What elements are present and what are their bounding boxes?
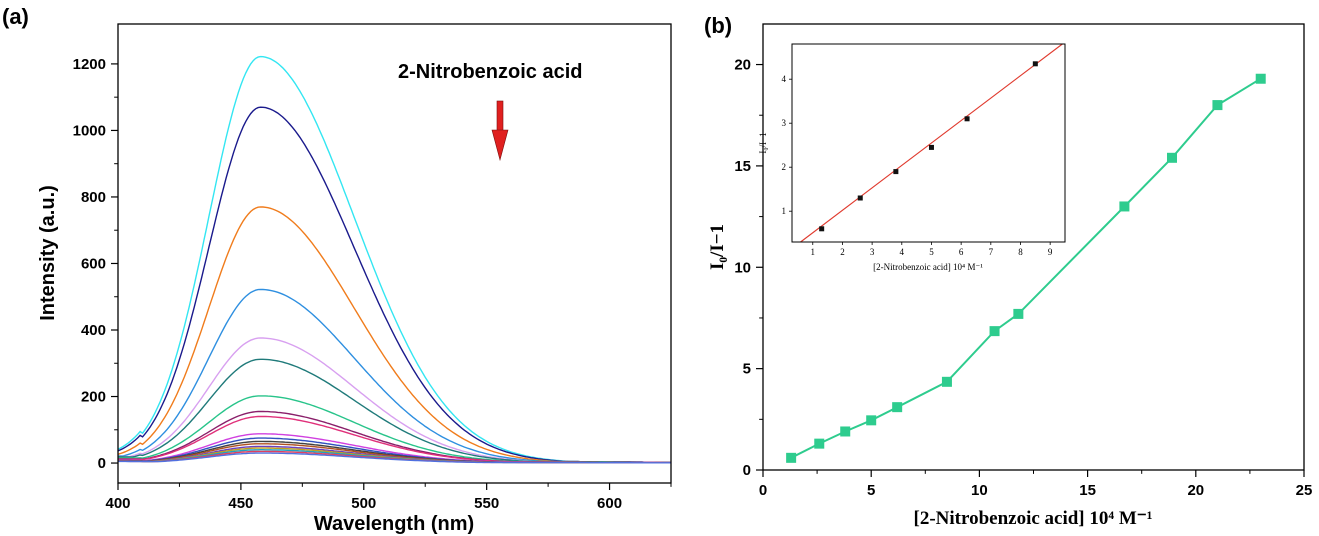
inset-y-ticks: 1 2 3 4: [782, 74, 792, 216]
inset-data-point: [964, 116, 970, 122]
inset-x-ticks: 1 2 3 4 5 6 7 8 9: [811, 242, 1053, 257]
panel-b-y-ticks: 0 5 10 15 20: [734, 57, 763, 479]
panel-a-x-tick-label: 500: [351, 495, 376, 512]
panel-b-x-ticks: 0 5 10 15 20 25: [759, 470, 1313, 499]
inset-data-point: [819, 226, 825, 232]
panel-b-x-tick-label: 5: [867, 482, 875, 499]
inset-data-point: [857, 195, 863, 201]
panel-a-y-tick-label: 800: [81, 189, 106, 206]
panel-a-x-axis-title: Wavelength (nm): [314, 513, 474, 535]
panel-a-y-tick-label: 400: [81, 322, 106, 339]
inset-plot: 1 2 3 4 5 6 7 8 9 1 2 3 4 [2-Nitrobenzoic acid] 10⁴…: [758, 43, 1066, 272]
panel-a-label: (a): [2, 4, 29, 29]
panel-b-x-axis-title: [2-Nitrobenzoic acid] 10⁴ M⁻¹: [914, 508, 1153, 529]
panel-a-y-tick-label: 1200: [73, 56, 106, 73]
data-point: [814, 438, 825, 449]
panel-b-x-tick-label: 15: [1079, 482, 1096, 499]
panel-a-y-ticks: 0 200 400 600 800 1000 1200: [73, 56, 118, 472]
panel-b-x-tick-label: 10: [971, 482, 988, 499]
data-point: [1166, 152, 1177, 163]
inset-series: [800, 43, 1063, 243]
panel-a-y-tick-label: 600: [81, 255, 106, 272]
inset-data-point: [893, 169, 899, 175]
panel-a-y-tick-label: 0: [98, 455, 106, 472]
panel-a-x-tick-label: 400: [105, 495, 130, 512]
panel-b-y-axis-title: I₀/I−1: [707, 224, 728, 270]
data-point: [1013, 308, 1024, 319]
data-point: [1255, 73, 1266, 84]
panel-a: (a) 400 450 500 550 600 0 200 400 600 800 1000 120…: [2, 4, 672, 535]
stern-volmer-series: [786, 73, 1266, 463]
panel-a-x-tick-label: 450: [228, 495, 253, 512]
inset-x-tick-label: 5: [929, 247, 934, 257]
inset-plot-frame: [791, 43, 1066, 243]
panel-a-y-axis-title: Intensity (a.u.): [37, 185, 59, 321]
inset-y-axis-title: I₀/I−1: [758, 132, 768, 153]
panel-a-x-ticks: 400 450 500 550 600: [105, 483, 672, 512]
inset-y-tick-label: 2: [782, 162, 787, 172]
inset-x-tick-label: 6: [959, 247, 964, 257]
inset-x-tick-label: 8: [1018, 247, 1023, 257]
inset-data-point: [1032, 61, 1038, 67]
quencher-annotation: 2-Nitrobenzoic acid: [398, 61, 582, 83]
down-arrow-icon: [491, 100, 509, 162]
data-point: [989, 326, 1000, 337]
data-point: [1119, 201, 1130, 212]
spectra-curves: [117, 55, 672, 464]
inset-data-point: [928, 144, 934, 150]
data-point: [1212, 100, 1223, 111]
data-point: [892, 402, 903, 413]
data-point: [866, 415, 877, 426]
inset-y-tick-label: 1: [782, 206, 787, 216]
panel-b-x-tick-label: 25: [1296, 482, 1313, 499]
panel-b-y-tick-label: 5: [743, 361, 751, 378]
inset-x-tick-label: 1: [811, 247, 816, 257]
inset-x-tick-label: 3: [870, 247, 875, 257]
inset-y-tick-label: 4: [782, 74, 787, 84]
panel-a-x-tick-label: 550: [474, 495, 499, 512]
panel-a-x-tick-label: 600: [597, 495, 622, 512]
panel-b-y-tick-label: 10: [734, 259, 751, 276]
inset-x-tick-label: 4: [900, 247, 905, 257]
spectrum-line: [118, 452, 671, 464]
panel-b-y-tick-label: 20: [734, 57, 751, 74]
fit-line: [800, 43, 1063, 243]
panel-a-y-tick-label: 200: [81, 389, 106, 406]
data-point: [941, 376, 952, 387]
panel-b-label: (b): [704, 13, 732, 38]
panel-b-y-tick-label: 15: [734, 158, 751, 175]
inset-x-tick-label: 9: [1048, 247, 1053, 257]
panel-b-x-tick-label: 0: [759, 482, 767, 499]
inset-y-tick-label: 3: [782, 118, 787, 128]
data-point: [840, 426, 851, 437]
data-point: [786, 452, 797, 463]
panel-b-x-tick-label: 20: [1187, 482, 1204, 499]
panel-a-y-tick-label: 1000: [73, 122, 106, 139]
inset-x-tick-label: 2: [840, 247, 845, 257]
inset-x-tick-label: 7: [989, 247, 994, 257]
panel-a-plot-frame: [117, 23, 672, 484]
panel-b-y-tick-label: 0: [743, 462, 751, 479]
inset-x-axis-title: [2-Nitrobenzoic acid] 10⁴ M⁻¹: [873, 262, 983, 272]
